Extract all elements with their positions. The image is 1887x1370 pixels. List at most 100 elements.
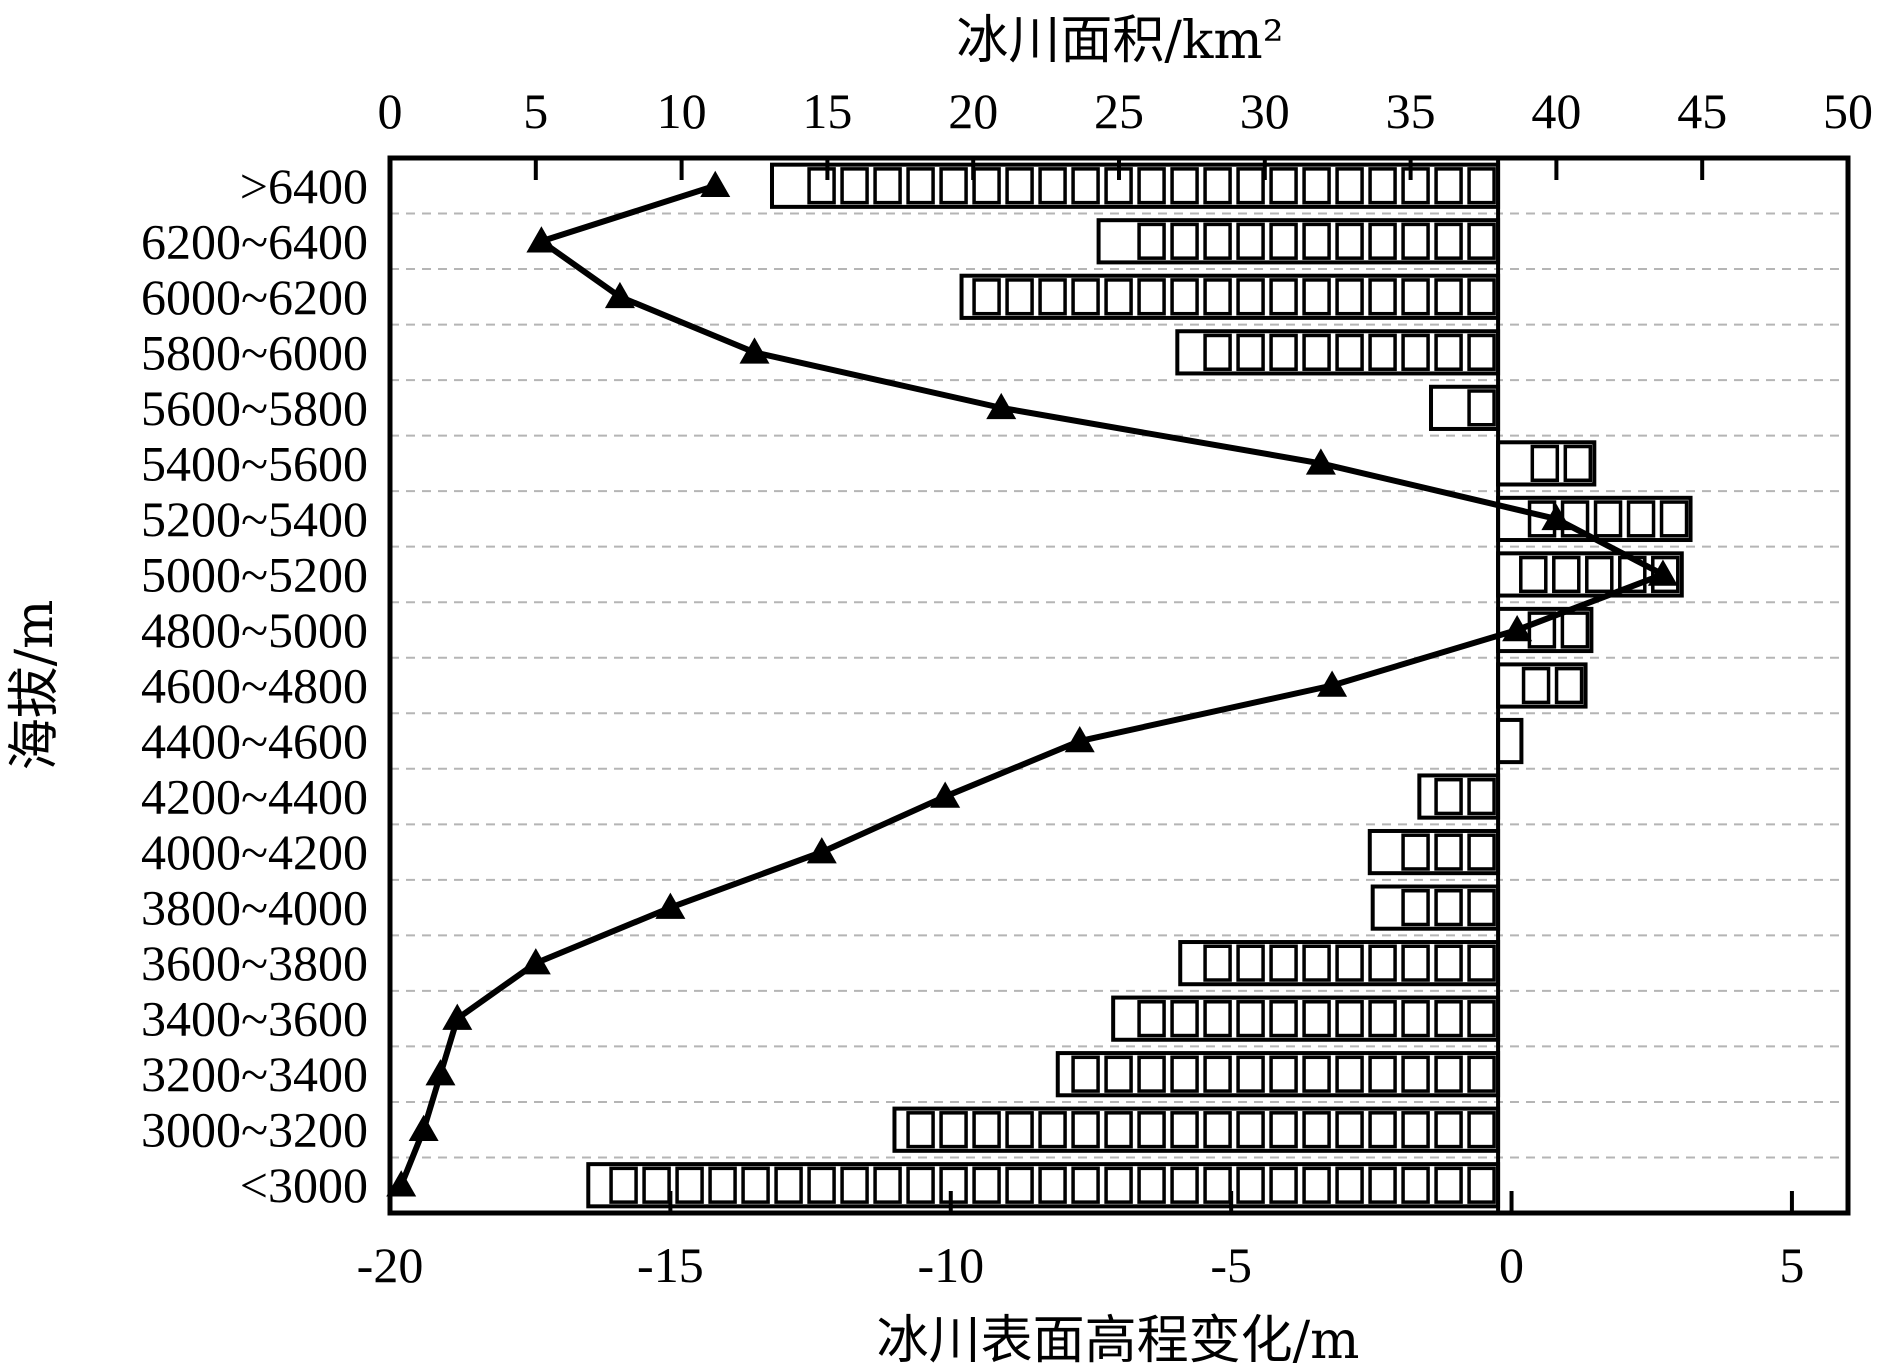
bar-hatch-cell (1434, 1000, 1463, 1038)
bar-hatch-cell (1467, 833, 1496, 871)
bar-hatch-cell (1467, 389, 1496, 427)
bar-hatch-cell (1335, 167, 1364, 205)
bar-hatch-cell (1203, 1055, 1232, 1093)
bar-hatch-cell (1527, 611, 1557, 649)
bar-hatch-cell (1560, 611, 1590, 649)
bar-hatch-cell (1137, 1000, 1166, 1038)
bar-hatch-cell (1434, 1166, 1463, 1204)
bar-hatch-cell (939, 167, 968, 205)
top-tick-label: 15 (802, 83, 852, 139)
bar-hatch-cell (1521, 666, 1551, 705)
bar-hatch-cell (840, 167, 869, 205)
bar-hatch-cell (1368, 944, 1397, 982)
bar-hatch-cell (1302, 1000, 1331, 1038)
bar-hatch-cell (1434, 1111, 1463, 1149)
bar-hatch-cell (1137, 1055, 1166, 1093)
top-tick-label: 40 (1531, 83, 1581, 139)
bar-hatch-cell (1401, 1000, 1430, 1038)
area-bar (769, 162, 1501, 209)
bottom-tick-label: 0 (1499, 1237, 1524, 1293)
bar-hatch-cell (1302, 1055, 1331, 1093)
category-label: 3200~3400 (141, 1046, 368, 1102)
area-bar-outline (1096, 218, 1501, 265)
area-bar (1175, 329, 1501, 376)
bar-hatch-cell (1104, 1111, 1133, 1149)
bar-hatch-cell (1368, 1166, 1397, 1204)
top-tick-label: 35 (1386, 83, 1436, 139)
area-bar-outline (1178, 940, 1501, 987)
bar-hatch-cell (1434, 333, 1463, 371)
category-label: 4600~4800 (141, 658, 368, 714)
area-bar (1178, 940, 1501, 987)
category-label: 5400~5600 (141, 435, 368, 491)
bar-hatch-cell (1137, 278, 1166, 316)
bar-hatch-cell (1170, 222, 1199, 260)
bar-hatch-cell (1269, 278, 1298, 316)
elevation-change-point (739, 337, 770, 364)
bar-hatch-cell (1434, 222, 1463, 260)
bar-hatch-cell (1401, 944, 1430, 982)
bar-hatch-cell (1104, 1166, 1133, 1204)
bar-hatch-cell (1038, 1166, 1067, 1204)
bar-hatch-cell (1104, 278, 1133, 316)
bar-hatch-cell (1170, 278, 1199, 316)
bar-hatch-cell (708, 1166, 737, 1204)
bar-hatch-cell (1651, 555, 1680, 594)
bar-hatch-cell (1203, 1111, 1232, 1149)
category-label: 6000~6200 (141, 269, 368, 325)
bar-hatch-cell (1585, 555, 1614, 594)
bar-hatch-cell (1368, 1055, 1397, 1093)
bar-hatch-cell (1236, 167, 1265, 205)
bottom-tick-label: -20 (357, 1237, 424, 1293)
bar-hatch-cell (1335, 944, 1364, 982)
bar-hatch-cell (1170, 1166, 1199, 1204)
bar-hatch-cell (1071, 1166, 1100, 1204)
y-axis-title: 海拔/m (5, 600, 65, 771)
bottom-axis-title: 冰川表面高程变化/m (877, 1311, 1360, 1370)
bar-hatch-cell (1434, 944, 1463, 982)
bar-hatch-cell (1170, 1111, 1199, 1149)
bar-hatch-cell (1467, 1055, 1496, 1093)
area-bars (586, 162, 1693, 1209)
elevation-change-point (1317, 670, 1348, 697)
bar-hatch-cell (1593, 500, 1623, 538)
elevation-change-point (806, 837, 837, 864)
bar-hatch-cell (1467, 888, 1496, 927)
bar-hatch-cell (1401, 278, 1430, 316)
bar-hatch-cell (1236, 1111, 1265, 1149)
bar-hatch-cell (1038, 278, 1067, 316)
bar-hatch-cell (1335, 1000, 1364, 1038)
bar-hatch-cell (906, 1166, 935, 1204)
bar-hatch-cell (1269, 167, 1298, 205)
bar-hatch-cell (1563, 444, 1593, 483)
bar-hatch-cell (1302, 222, 1331, 260)
bar-hatch-cell (1236, 278, 1265, 316)
bar-hatch-cell (1071, 1055, 1100, 1093)
top-tick-label: 10 (657, 83, 707, 139)
bar-hatch-cell (1269, 222, 1298, 260)
category-label: 4800~5000 (141, 602, 368, 658)
bottom-tick-label: -10 (917, 1237, 984, 1293)
bar-hatch-cell (1401, 1166, 1430, 1204)
area-bar-outline (1496, 662, 1588, 709)
bar-hatch-cell (1170, 1000, 1199, 1038)
bar-hatch-cell (1467, 167, 1496, 205)
bar-hatch-cell (906, 1111, 935, 1149)
bar-hatch-cell (807, 1166, 836, 1204)
category-label: 5800~6000 (141, 324, 368, 380)
bar-hatch-cell (1269, 333, 1298, 371)
bottom-axis-ticks: -20 -15 -10 -5 0 5 (357, 1191, 1804, 1293)
area-bar (1370, 884, 1501, 931)
elevation-change-series (386, 170, 1678, 1197)
elevation-change-point (526, 226, 557, 253)
bottom-tick-label: -5 (1210, 1237, 1252, 1293)
bar-hatch-cell (1137, 167, 1166, 205)
bar-hatch-cell (1038, 1111, 1067, 1149)
bar-hatch-cell (1269, 944, 1298, 982)
top-tick-label: 25 (1094, 83, 1144, 139)
bar-hatch-cell (1137, 222, 1166, 260)
bar-hatch-cell (1368, 1111, 1397, 1149)
area-bar-outline (1429, 384, 1501, 431)
category-label: 5200~5400 (141, 491, 368, 547)
bar-hatch-cell (1401, 1055, 1430, 1093)
